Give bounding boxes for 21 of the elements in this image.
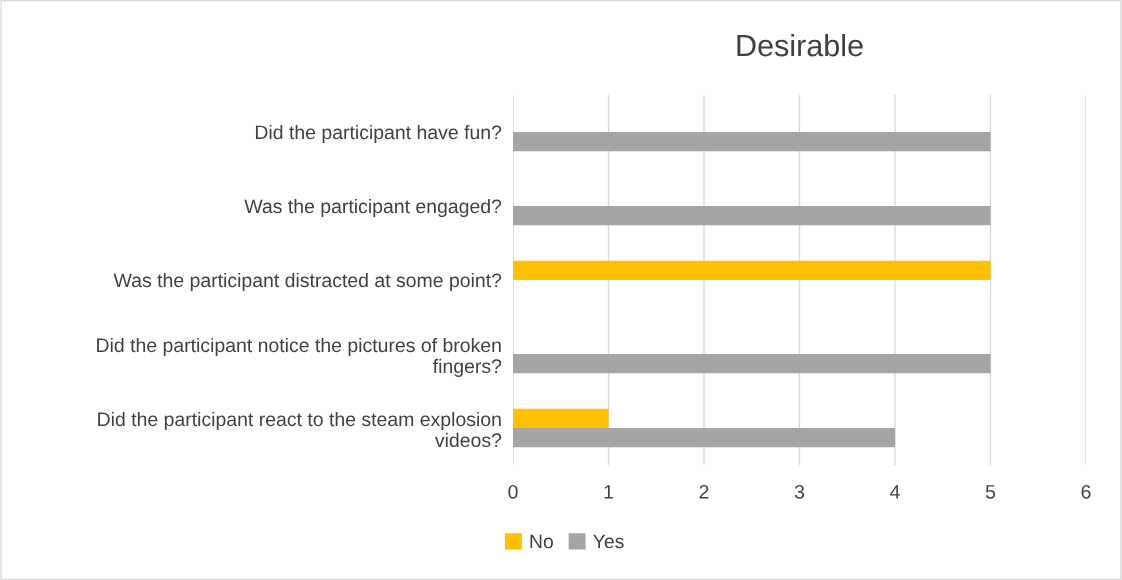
x-tick-label: 1 [604,485,613,499]
bar [513,260,991,280]
chart-title: Desirable [737,33,863,57]
legend-label: No [530,534,553,549]
x-tick-label: 3 [794,484,805,499]
y-tick-label: Did the participant react to the steam explosion videos? [98,411,502,448]
bar [513,428,895,448]
x-tick-label: 2 [699,484,709,499]
y-tick-label: Did the participant notice the pictures of broken fingers? [97,337,502,377]
bar [513,206,991,226]
bar [513,354,991,374]
bar [513,408,609,428]
x-tick-label: 6 [1081,484,1091,499]
x-tick-label: 4 [890,485,900,499]
legend-label: Yes [593,534,624,549]
x-tick-label: 0 [508,484,518,499]
x-tick-label: 5 [985,485,996,499]
y-tick-label: Did the participant have fun? [255,124,502,144]
y-tick-label: Was the participant engaged? [244,198,502,218]
y-tick-label: Was the participant distracted at some point? [113,272,502,292]
bar [513,132,991,152]
